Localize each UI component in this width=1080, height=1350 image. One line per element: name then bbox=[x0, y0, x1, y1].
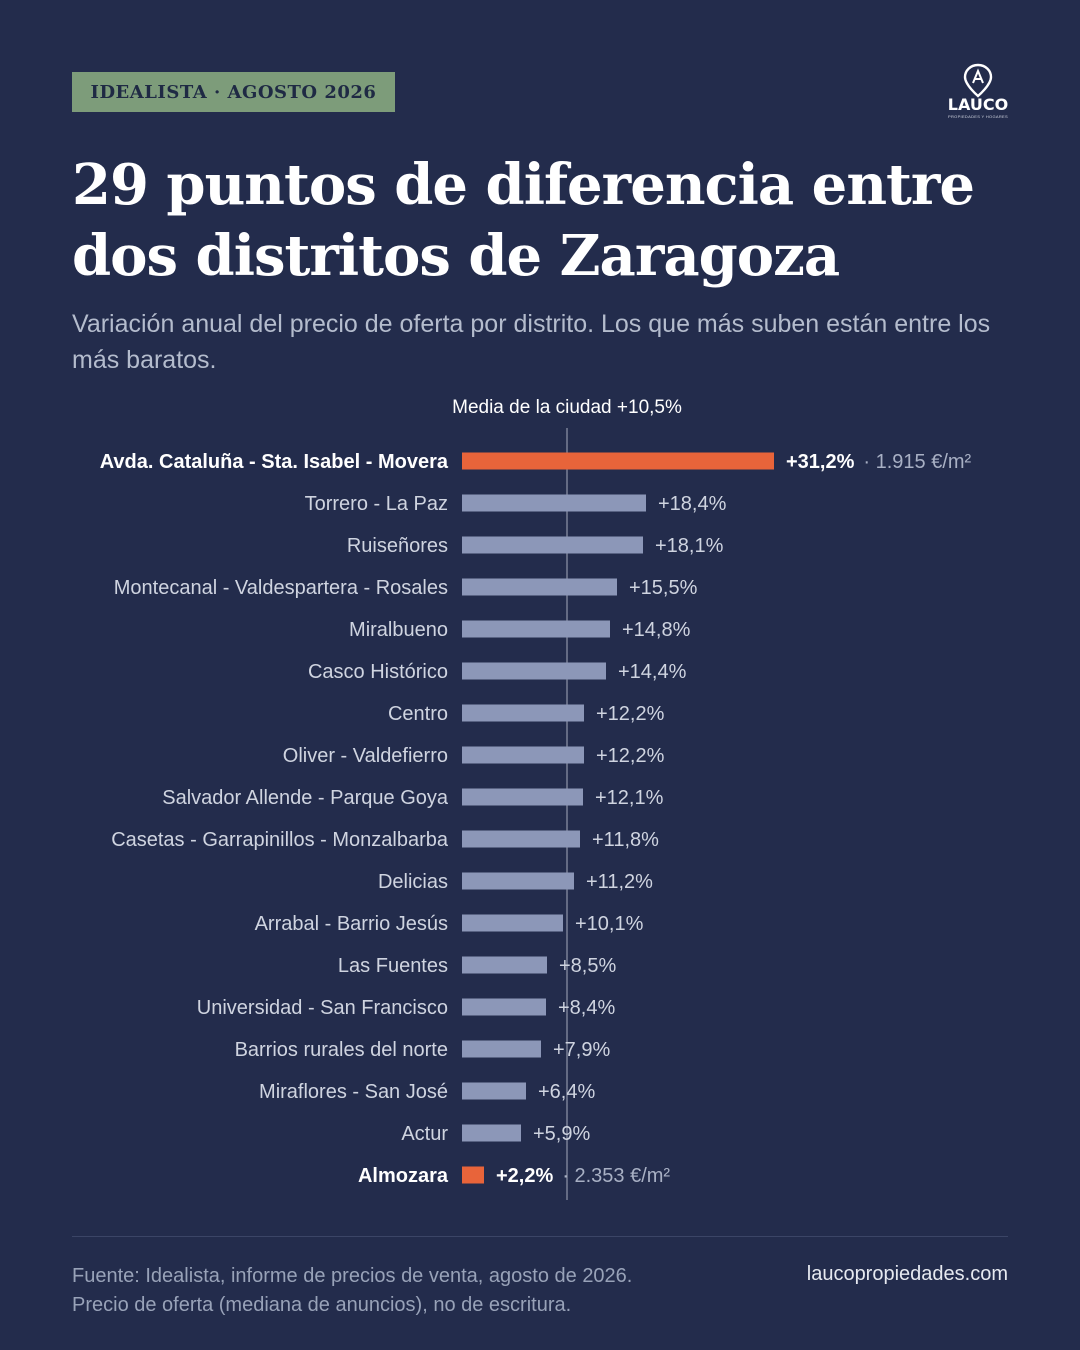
logo-tagline: PROPIEDADES Y HOGARES bbox=[948, 114, 1008, 119]
value-label: +14,4% bbox=[618, 661, 687, 683]
value-label: +15,5% bbox=[629, 577, 698, 599]
bar bbox=[462, 830, 580, 848]
category-label: Las Fuentes bbox=[338, 955, 448, 977]
value-label: +12,1% bbox=[595, 787, 664, 809]
page-title: 29 puntos de diferencia entre dos distri… bbox=[72, 152, 975, 289]
source-line-2: Precio de oferta (mediana de anuncios), … bbox=[72, 1294, 572, 1316]
price-note: · 1.915 €/m² bbox=[863, 451, 971, 473]
source-line-1: Fuente: Idealista, informe de precios de… bbox=[72, 1265, 633, 1287]
page-subtitle: Variación anual del precio de oferta por… bbox=[72, 310, 991, 374]
category-label: Actur bbox=[401, 1123, 448, 1145]
value-label: +2,2% bbox=[496, 1165, 553, 1187]
category-label: Barrios rurales del norte bbox=[235, 1039, 448, 1061]
bar bbox=[462, 662, 606, 680]
price-note: · 2.353 €/m² bbox=[562, 1165, 670, 1187]
footer-divider bbox=[72, 1236, 1008, 1237]
bar bbox=[462, 494, 646, 512]
bar bbox=[462, 536, 643, 554]
value-label: +18,4% bbox=[658, 493, 727, 515]
bar bbox=[462, 1166, 484, 1184]
value-label: +11,8% bbox=[592, 829, 659, 851]
value-label: +11,2% bbox=[586, 871, 653, 893]
category-label: Ruiseñores bbox=[347, 535, 448, 557]
bar bbox=[462, 788, 583, 806]
bar bbox=[462, 1040, 541, 1058]
value-label: +31,2% bbox=[786, 451, 855, 473]
map-pin-a-icon bbox=[963, 63, 993, 98]
value-label: +12,2% bbox=[596, 703, 665, 725]
bar bbox=[462, 956, 547, 974]
website-link[interactable]: laucopropiedades.com bbox=[806, 1263, 1008, 1285]
category-label: Miralbueno bbox=[349, 619, 448, 641]
bar bbox=[462, 872, 574, 890]
value-label: +12,2% bbox=[596, 745, 665, 767]
bar bbox=[462, 578, 617, 596]
bar bbox=[462, 452, 774, 470]
value-label: +8,5% bbox=[559, 955, 616, 977]
bar bbox=[462, 998, 546, 1016]
category-label: Almozara bbox=[358, 1165, 449, 1187]
city-average-label: Media de la ciudad +10,5% bbox=[452, 397, 682, 418]
category-label: Salvador Allende - Parque Goya bbox=[162, 787, 449, 809]
footer-source: Fuente: Idealista, informe de precios de… bbox=[72, 1262, 632, 1320]
category-label: Montecanal - Valdespartera - Rosales bbox=[114, 577, 448, 599]
category-label: Miraflores - San José bbox=[259, 1081, 448, 1103]
category-label: Delicias bbox=[378, 871, 448, 893]
category-label: Centro bbox=[388, 703, 448, 725]
bar bbox=[462, 620, 610, 638]
bar bbox=[462, 1082, 526, 1100]
category-label: Torrero - La Paz bbox=[305, 493, 448, 515]
bar bbox=[462, 704, 584, 722]
value-label: +5,9% bbox=[533, 1123, 590, 1145]
value-label: +10,1% bbox=[575, 913, 644, 935]
source-badge: IDEALISTA · AGOSTO 2026 bbox=[72, 72, 395, 112]
category-label: Arrabal - Barrio Jesús bbox=[255, 913, 448, 935]
logo: LAUCO PROPIEDADES Y HOGARES bbox=[940, 62, 1016, 122]
value-label: +7,9% bbox=[553, 1039, 610, 1061]
logo-wordmark: LAUCO bbox=[947, 95, 1009, 114]
bar-chart: Media de la ciudad +10,5% Avda. Cataluña … bbox=[100, 397, 972, 1200]
category-label: Universidad - San Francisco bbox=[197, 997, 448, 1019]
value-label: +6,4% bbox=[538, 1081, 595, 1103]
category-label: Casco Histórico bbox=[308, 661, 448, 683]
value-label: +18,1% bbox=[655, 535, 724, 557]
value-label: +14,8% bbox=[622, 619, 691, 641]
bar bbox=[462, 746, 584, 764]
bar bbox=[462, 1124, 521, 1142]
value-label: +8,4% bbox=[558, 997, 615, 1019]
category-label: Avda. Cataluña - Sta. Isabel - Movera bbox=[100, 451, 449, 473]
category-label: Oliver - Valdefierro bbox=[283, 745, 448, 767]
category-label: Casetas - Garrapinillos - Monzalbarba bbox=[111, 829, 449, 851]
bar bbox=[462, 914, 563, 932]
